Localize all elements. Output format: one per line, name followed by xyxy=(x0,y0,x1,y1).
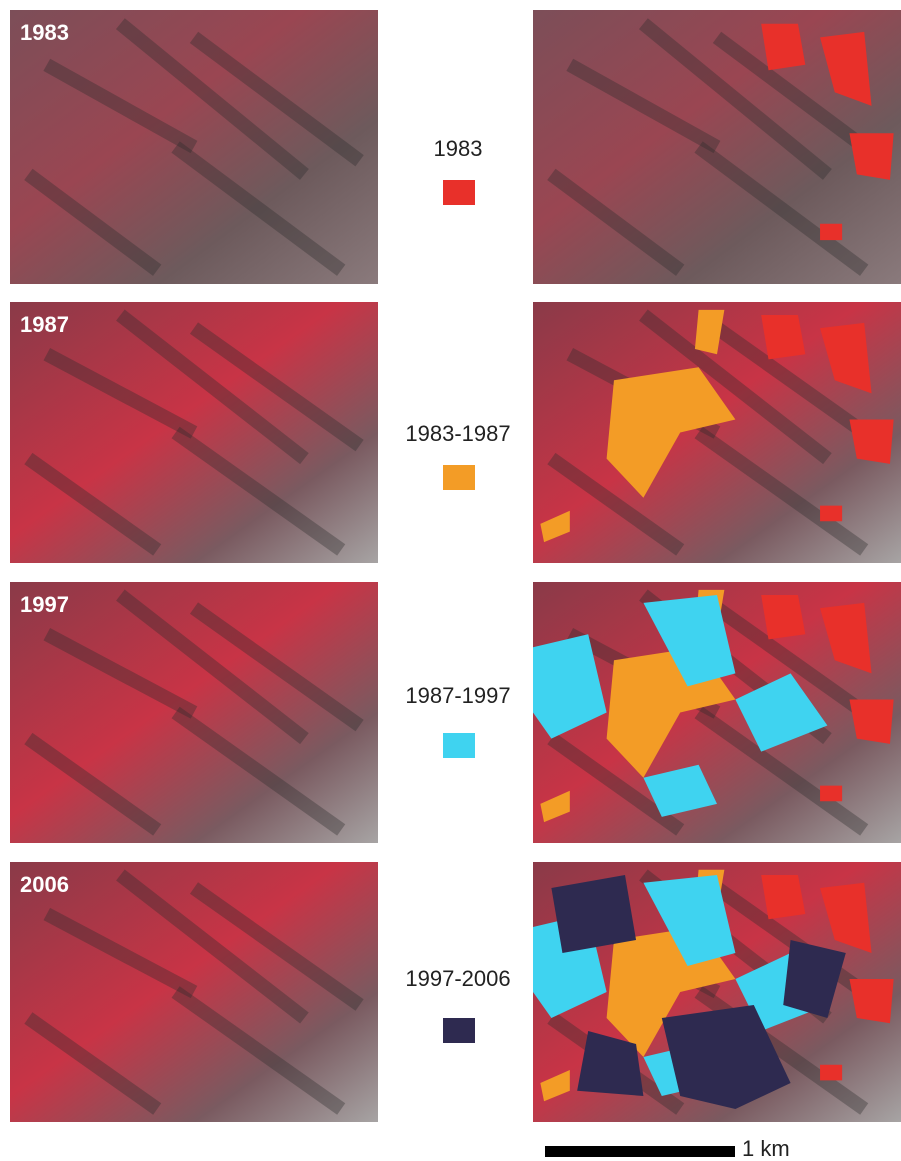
legend-swatch xyxy=(443,1018,475,1043)
change-patch xyxy=(820,224,842,240)
legend-label: 1983 xyxy=(434,136,483,161)
scale-label: 1 km xyxy=(742,1136,790,1161)
scale-bar xyxy=(545,1146,735,1157)
legend-label: 1983-1987 xyxy=(405,421,510,446)
legend-swatch xyxy=(443,733,475,758)
year-label: 2006 xyxy=(20,872,69,897)
change-patch xyxy=(551,875,636,953)
legend-swatch xyxy=(443,180,475,205)
change-patch xyxy=(820,786,842,802)
year-label: 1983 xyxy=(20,20,69,45)
change-patch xyxy=(761,315,805,359)
change-patch xyxy=(820,506,842,522)
change-patch xyxy=(761,24,805,71)
legend-swatch xyxy=(443,465,475,490)
legend-label: 1997-2006 xyxy=(405,966,510,991)
change-patch xyxy=(761,875,805,919)
change-patch xyxy=(820,1065,842,1081)
change-patch xyxy=(761,595,805,639)
panels: 1983 1983 1987 1983-1987 1997 1987-1997 2006 19… xyxy=(10,10,901,1122)
year-label: 1997 xyxy=(20,592,69,617)
legend-label: 1987-1997 xyxy=(405,683,510,708)
figure: 1983 1983 1987 1983-1987 1997 1987-1997 2006 19… xyxy=(0,0,901,1161)
year-label: 1987 xyxy=(20,312,69,337)
